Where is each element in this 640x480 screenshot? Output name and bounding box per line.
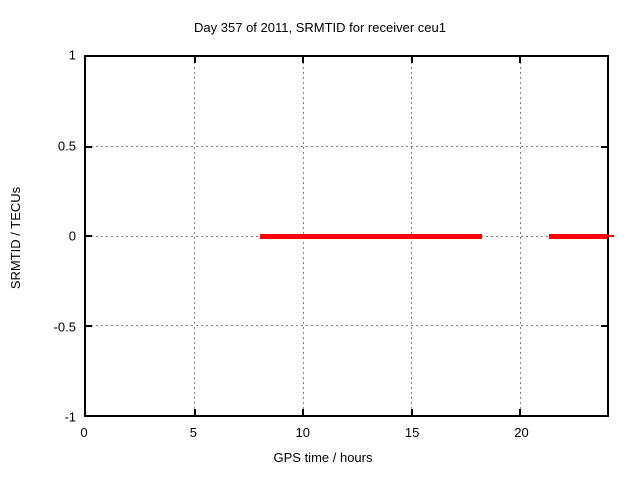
grid-line-horizontal bbox=[86, 146, 607, 147]
x-axis-label: GPS time / hours bbox=[273, 450, 373, 465]
y-tick-label: -0.5 bbox=[53, 319, 76, 334]
y-tick-mark-left bbox=[86, 235, 92, 237]
y-tick-mark-right bbox=[601, 145, 607, 148]
y-tick-mark-left bbox=[86, 324, 92, 327]
x-tick-label: 15 bbox=[404, 425, 420, 440]
x-tick-label: 10 bbox=[295, 425, 310, 440]
x-tick-mark-bottom bbox=[302, 409, 305, 415]
x-tick-mark-top bbox=[519, 57, 522, 63]
x-tick-mark-bottom bbox=[410, 409, 413, 415]
y-tick-mark-left bbox=[86, 145, 92, 148]
y-tick-label: 1 bbox=[68, 47, 76, 63]
x-tick-mark-top bbox=[193, 57, 196, 63]
x-tick-label: 5 bbox=[189, 425, 197, 440]
y-tick-label: 0 bbox=[68, 228, 76, 244]
y-tick-label: 0.5 bbox=[57, 138, 76, 153]
data-segment bbox=[549, 233, 607, 239]
y-tick-mark-right bbox=[601, 324, 607, 327]
x-tick-mark-top bbox=[302, 57, 305, 63]
grid-line-horizontal bbox=[86, 325, 607, 326]
data-segment bbox=[259, 233, 483, 239]
x-tick-label: 20 bbox=[514, 425, 529, 440]
x-tick-mark-bottom bbox=[193, 409, 196, 415]
data-segment-tail bbox=[607, 235, 614, 237]
chart-title: Day 357 of 2011, SRMTID for receiver ceu… bbox=[194, 20, 446, 35]
y-tick-label: -1 bbox=[64, 409, 76, 425]
x-tick-label: 0 bbox=[80, 425, 88, 440]
x-tick-mark-top bbox=[410, 57, 413, 63]
plot-area bbox=[84, 55, 614, 417]
x-tick-mark-bottom bbox=[519, 409, 522, 415]
